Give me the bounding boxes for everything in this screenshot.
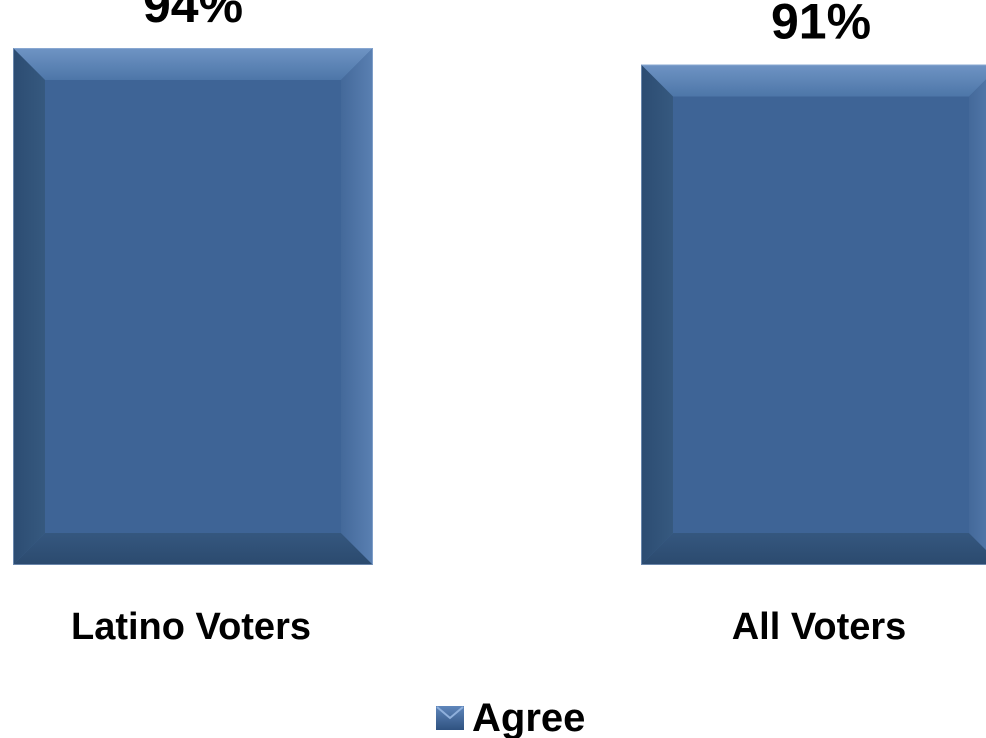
bar-bevel-bottom <box>641 533 986 565</box>
bar-value-label: 94% <box>143 0 243 33</box>
bar-bevel-left <box>13 48 45 565</box>
legend-swatch-bevel <box>436 706 464 720</box>
bar-bevel-left <box>641 64 673 565</box>
bar-edge <box>13 48 373 565</box>
category-label-latino-voters: Latino Voters <box>71 606 311 648</box>
bar-value-label: 91% <box>771 0 871 50</box>
bar-bevel-right <box>969 79 986 550</box>
bar-face <box>673 96 969 533</box>
legend-label: Agree <box>472 696 585 738</box>
bar-latino-voters <box>13 48 373 565</box>
bars-layer <box>13 48 986 565</box>
category-label-all-voters: All Voters <box>732 606 907 648</box>
bar-bevel-top <box>13 48 373 80</box>
bar-bevel-bottom <box>13 533 373 565</box>
bar-edge <box>641 64 986 565</box>
bar-bevel-right <box>341 48 373 565</box>
labels-layer: 94% Latino Voters 91% All Voters <box>71 0 906 648</box>
bar-bevel-top <box>641 64 986 97</box>
bar-all-voters <box>641 64 986 565</box>
bar-face <box>45 80 341 533</box>
legend: Agree <box>436 696 585 738</box>
